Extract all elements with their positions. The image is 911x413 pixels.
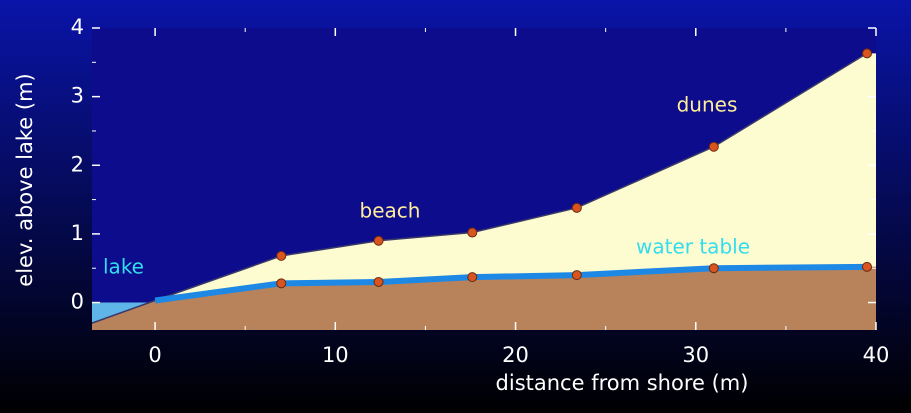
chart: distance from shore (m) elev. above lake… bbox=[0, 0, 911, 413]
data-point bbox=[709, 264, 718, 273]
annotation: beach bbox=[360, 199, 421, 223]
data-point bbox=[862, 262, 871, 271]
x-tick-label: 0 bbox=[148, 343, 161, 367]
x-tick-label: 40 bbox=[863, 343, 890, 367]
annotation: water table bbox=[636, 235, 750, 259]
data-point bbox=[709, 142, 718, 151]
data-point bbox=[862, 49, 871, 58]
data-point bbox=[572, 271, 581, 280]
data-point bbox=[277, 279, 286, 288]
y-tick-label: 3 bbox=[71, 84, 84, 108]
annotation: lake bbox=[103, 255, 144, 279]
x-tick-label: 30 bbox=[682, 343, 709, 367]
y-tick-label: 2 bbox=[71, 152, 84, 176]
y-tick-label: 0 bbox=[71, 290, 84, 314]
y-tick-label: 4 bbox=[71, 15, 84, 39]
x-axis-label: distance from shore (m) bbox=[496, 371, 749, 395]
data-point bbox=[374, 277, 383, 286]
data-point bbox=[374, 236, 383, 245]
data-point bbox=[468, 228, 477, 237]
x-tick-label: 20 bbox=[502, 343, 529, 367]
x-tick-label: 10 bbox=[322, 343, 349, 367]
annotation: dunes bbox=[677, 93, 738, 117]
page: distance from shore (m) elev. above lake… bbox=[0, 0, 911, 413]
y-axis-label: elev. above lake (m) bbox=[13, 73, 37, 286]
data-point bbox=[572, 203, 581, 212]
data-point bbox=[277, 251, 286, 260]
y-tick-label: 1 bbox=[71, 221, 84, 245]
data-point bbox=[468, 273, 477, 282]
